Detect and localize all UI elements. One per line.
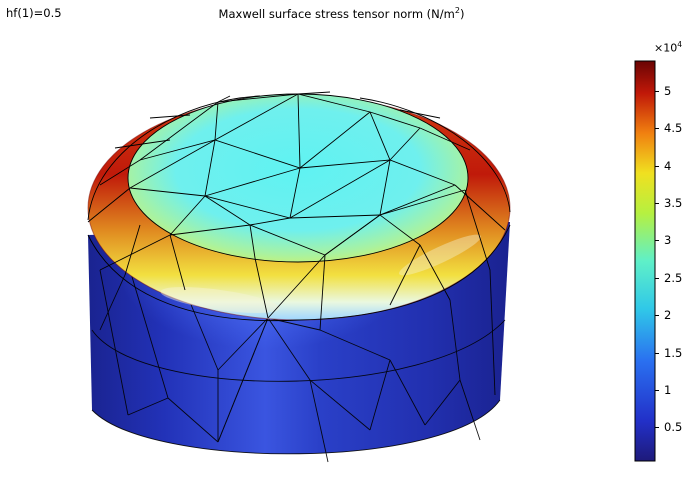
- plot-title-exponent: 2: [454, 6, 460, 15]
- colorbar-tick-label: 4.5: [654, 121, 683, 136]
- plot-title-close: ): [459, 6, 465, 21]
- colorbar-multiplier-exponent: 4: [677, 40, 682, 49]
- colorbar-tick-label: 4: [654, 158, 672, 173]
- colorbar-tick-label: 2: [654, 308, 672, 323]
- colorbar: [634, 60, 656, 462]
- plot-title: Maxwell surface stress tensor norm (N/m2…: [0, 6, 683, 21]
- colorbar-tick-label: 1.5: [654, 345, 683, 360]
- parameter-label: hf(1)=0.5: [6, 6, 62, 20]
- colorbar-tick-label: 5: [654, 83, 672, 98]
- colorbar-tick-label: 0.5: [654, 420, 683, 435]
- colorbar-multiplier: ×104: [654, 40, 682, 55]
- colorbar-tick-label: 2.5: [654, 270, 683, 285]
- colorbar-tick-label: 3: [654, 233, 672, 248]
- colorbar-tick-label: 1: [654, 382, 672, 397]
- top-face: [87, 91, 511, 331]
- colorbar-multiplier-base: ×10: [654, 41, 678, 55]
- colorbar-tick-label: 3.5: [654, 196, 683, 211]
- plot-title-text: Maxwell surface stress tensor norm (N/m: [218, 6, 455, 21]
